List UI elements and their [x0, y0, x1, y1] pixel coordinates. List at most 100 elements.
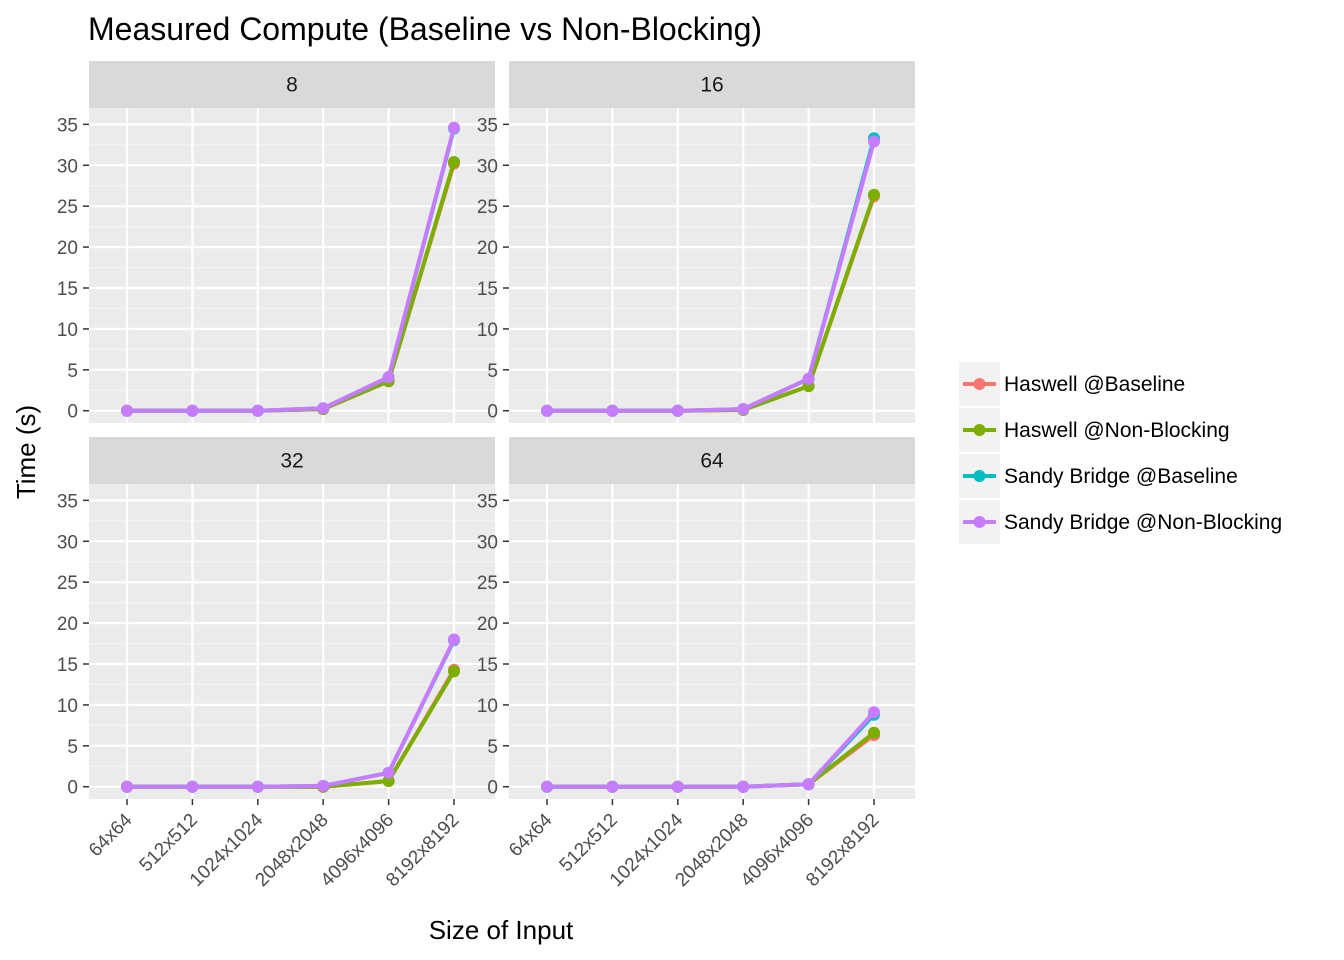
series-line	[547, 141, 876, 413]
facet-panel-32: 320510152025303564x64512x5121024x1024204…	[57, 437, 495, 891]
y-tick-label: 25	[57, 197, 78, 218]
y-tick-label: 0	[487, 778, 498, 799]
data-point	[382, 371, 395, 384]
series-line	[547, 710, 876, 789]
facet-panel-16: 16 0 5 10 15 20 25 30 35	[477, 61, 915, 423]
series-line	[127, 127, 456, 413]
y-tick-label: 30	[57, 156, 78, 177]
legend-key-point	[973, 378, 986, 390]
data-point	[868, 135, 880, 148]
data-point	[448, 156, 460, 168]
plot-background	[509, 108, 915, 423]
data-point	[868, 726, 880, 739]
facet-strip-label: 8	[286, 74, 298, 97]
y-tick-label: 5	[67, 737, 78, 758]
data-point	[541, 404, 553, 417]
legend-key-point	[973, 424, 986, 436]
facet-strip	[509, 61, 915, 108]
legend: Haswell @Baseline Haswell @Non-Blocking Sa…	[959, 362, 1282, 544]
y-tick-label: 10	[57, 696, 78, 717]
x-tick-label: 512x512	[136, 810, 202, 876]
data-point	[606, 780, 619, 793]
data-point	[606, 404, 619, 417]
y-tick-label: 15	[477, 279, 498, 300]
facet-panels: 8 0 5 10 15 20 25 30 35 16 0 5 10 15 20 25 30 35 32 0 5 10 15 2…	[57, 61, 915, 891]
facet-strip-label: 16	[700, 74, 723, 97]
facet-strip-label: 64	[700, 450, 724, 473]
y-tick-label: 25	[57, 573, 78, 594]
x-axis-title: Size of Input	[429, 915, 574, 945]
y-tick-label: 15	[57, 279, 78, 300]
y-tick-label: 5	[487, 361, 498, 382]
y-tick-label: 15	[477, 655, 498, 676]
series-line	[127, 638, 456, 789]
legend-item: Haswell @Non-Blocking	[959, 408, 1230, 452]
data-point	[317, 779, 330, 792]
y-tick-label: 10	[477, 696, 498, 717]
legend-label: Haswell @Baseline	[1004, 373, 1185, 396]
y-tick-label: 10	[57, 320, 78, 341]
data-point	[121, 404, 133, 417]
facet-panel-8: 8 0 5 10 15 20 25 30 35	[57, 61, 495, 423]
data-point	[802, 372, 815, 385]
data-point	[541, 780, 553, 793]
data-point	[448, 121, 460, 134]
data-point	[251, 780, 264, 793]
legend-item: Sandy Bridge @Non-Blocking	[959, 500, 1282, 544]
y-tick-label: 20	[477, 614, 498, 635]
y-tick-label: 5	[67, 361, 78, 382]
y-tick-label: 20	[57, 238, 78, 259]
data-point	[868, 188, 880, 201]
y-tick-label: 20	[477, 238, 498, 259]
data-point	[802, 778, 815, 791]
chart-title: Measured Compute (Baseline vs Non-Blocki…	[88, 11, 762, 47]
legend-item: Sandy Bridge @Baseline	[959, 454, 1238, 498]
data-point	[671, 404, 684, 417]
y-tick-label: 35	[477, 115, 498, 136]
legend-label: Sandy Bridge @Baseline	[1004, 465, 1238, 488]
y-tick-label: 15	[57, 655, 78, 676]
data-point	[868, 706, 880, 719]
y-tick-label: 20	[57, 614, 78, 635]
plot-background	[89, 108, 495, 423]
y-tick-label: 35	[477, 491, 498, 512]
legend-key-point	[973, 516, 986, 528]
legend-key-point	[973, 470, 986, 482]
data-point	[317, 402, 330, 415]
legend-item: Haswell @Baseline	[959, 362, 1185, 406]
y-tick-label: 35	[57, 115, 78, 136]
y-tick-label: 25	[477, 197, 498, 218]
facet-strip	[89, 437, 495, 484]
facet-strip	[509, 437, 915, 484]
y-axis-title: Time (s)	[11, 405, 41, 499]
data-point	[737, 780, 750, 793]
data-point	[448, 665, 460, 678]
data-point	[382, 766, 395, 779]
y-tick-label: 30	[57, 532, 78, 553]
y-tick-label: 5	[487, 737, 498, 758]
facet-panel-64: 640510152025303564x64512x5121024x1024204…	[477, 437, 915, 891]
x-tick-label: 64x64	[505, 809, 557, 861]
data-point	[121, 780, 133, 793]
y-tick-label: 35	[57, 491, 78, 512]
x-tick-label: 512x512	[556, 810, 622, 876]
legend-label: Sandy Bridge @Non-Blocking	[1004, 511, 1282, 534]
data-point	[671, 780, 684, 793]
y-tick-label: 0	[67, 402, 78, 423]
y-tick-label: 0	[487, 402, 498, 423]
data-point	[737, 403, 750, 416]
facet-strip	[89, 61, 495, 108]
facet-strip-label: 32	[280, 450, 303, 473]
data-point	[448, 633, 460, 646]
plot-background	[89, 484, 495, 799]
y-tick-label: 30	[477, 532, 498, 553]
y-tick-label: 10	[477, 320, 498, 341]
y-tick-label: 0	[67, 778, 78, 799]
data-point	[186, 404, 199, 417]
data-point	[251, 404, 264, 417]
y-tick-label: 30	[477, 156, 498, 177]
x-tick-label: 64x64	[85, 809, 137, 861]
legend-label: Haswell @Non-Blocking	[1004, 419, 1230, 442]
data-point	[186, 780, 199, 793]
